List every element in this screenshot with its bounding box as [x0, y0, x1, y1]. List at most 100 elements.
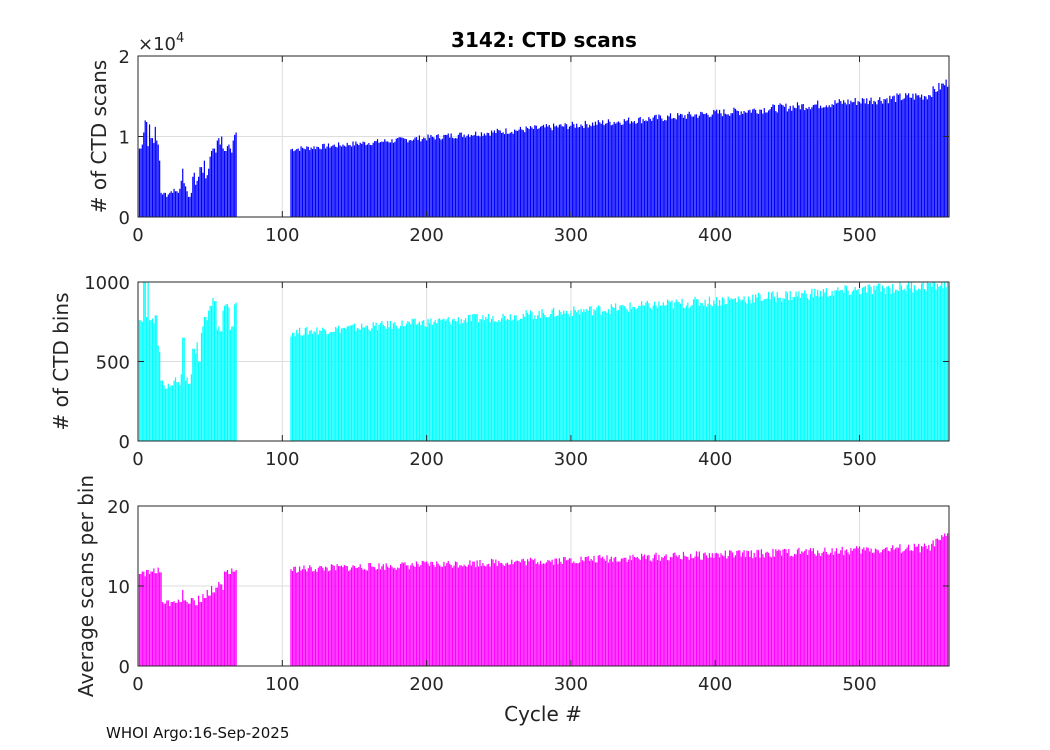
bar: [505, 128, 507, 217]
bar: [479, 560, 481, 666]
bar: [802, 552, 804, 666]
bar: [174, 602, 177, 666]
bar: [583, 309, 585, 441]
bar: [186, 191, 188, 217]
bar: [726, 303, 728, 441]
bar: [222, 148, 224, 217]
bar: [199, 602, 201, 666]
bar: [597, 305, 599, 441]
bar: [209, 595, 211, 666]
bar: [483, 565, 485, 666]
bar: [639, 116, 641, 217]
bar: [779, 103, 781, 217]
bar: [150, 320, 152, 441]
bar: [427, 134, 429, 217]
bar: [153, 142, 155, 217]
bar: [466, 322, 468, 441]
bar: [485, 566, 487, 666]
bar: [483, 133, 485, 217]
bar: [322, 144, 324, 217]
bar: [874, 548, 877, 666]
bar: [860, 294, 862, 441]
bar: [857, 101, 859, 217]
bar: [648, 117, 650, 217]
bar: [563, 310, 565, 441]
bar: [922, 99, 924, 217]
bar: [692, 116, 695, 217]
bar: [151, 138, 154, 217]
bar: [506, 562, 509, 666]
bar: [148, 574, 151, 666]
bar: [785, 103, 787, 217]
bar: [869, 284, 871, 441]
bar: [522, 558, 524, 666]
bar: [480, 565, 483, 666]
bar: [772, 548, 774, 666]
bar: [148, 320, 151, 441]
bar: [594, 562, 597, 666]
bar: [541, 309, 543, 441]
bar: [206, 320, 208, 441]
bar: [420, 565, 422, 666]
bar: [515, 130, 517, 217]
bar: [684, 308, 686, 441]
bar: [524, 132, 526, 217]
bar: [844, 550, 846, 666]
bar: [525, 565, 527, 666]
bar: [944, 533, 946, 666]
bar: [752, 294, 754, 441]
bar: [667, 115, 669, 217]
bar: [192, 598, 194, 666]
bar: [553, 564, 555, 666]
bar: [151, 571, 154, 666]
bar: [778, 549, 780, 666]
bar: [913, 99, 915, 217]
bar: [499, 321, 501, 441]
bar: [669, 113, 672, 217]
bar: [397, 137, 399, 217]
bar: [638, 117, 640, 217]
bar: [945, 79, 947, 217]
bar: [821, 296, 823, 441]
bar: [509, 564, 511, 666]
bar: [770, 107, 773, 217]
y-tick-label: 1: [119, 128, 130, 149]
bar: [140, 148, 142, 217]
bar: [462, 323, 464, 441]
bar: [483, 320, 485, 441]
bar: [378, 563, 380, 666]
bar: [177, 599, 180, 666]
bar: [711, 306, 713, 441]
bar: [681, 114, 683, 217]
bar: [173, 380, 175, 441]
bar: [905, 290, 907, 441]
bar: [616, 122, 618, 217]
bar: [476, 313, 478, 441]
bar: [363, 569, 366, 666]
bar: [519, 318, 522, 441]
bar: [606, 123, 608, 217]
bar: [609, 559, 611, 666]
bar: [801, 551, 803, 666]
bar: [430, 318, 432, 441]
bar: [213, 148, 216, 217]
bar: [297, 333, 299, 441]
bar: [656, 119, 659, 217]
bar: [428, 566, 431, 666]
bar: [499, 130, 501, 217]
x-tick-label: 0: [132, 225, 143, 246]
bar: [431, 324, 433, 441]
bar: [343, 327, 345, 441]
bar: [479, 319, 481, 441]
bar: [831, 104, 833, 217]
bar: [750, 303, 752, 441]
bar: [633, 556, 636, 666]
bar: [584, 311, 586, 441]
bar: [801, 104, 803, 217]
bar: [195, 605, 197, 666]
bar: [936, 283, 939, 441]
bar: [356, 143, 358, 217]
bar: [617, 121, 620, 217]
bar: [210, 150, 213, 217]
